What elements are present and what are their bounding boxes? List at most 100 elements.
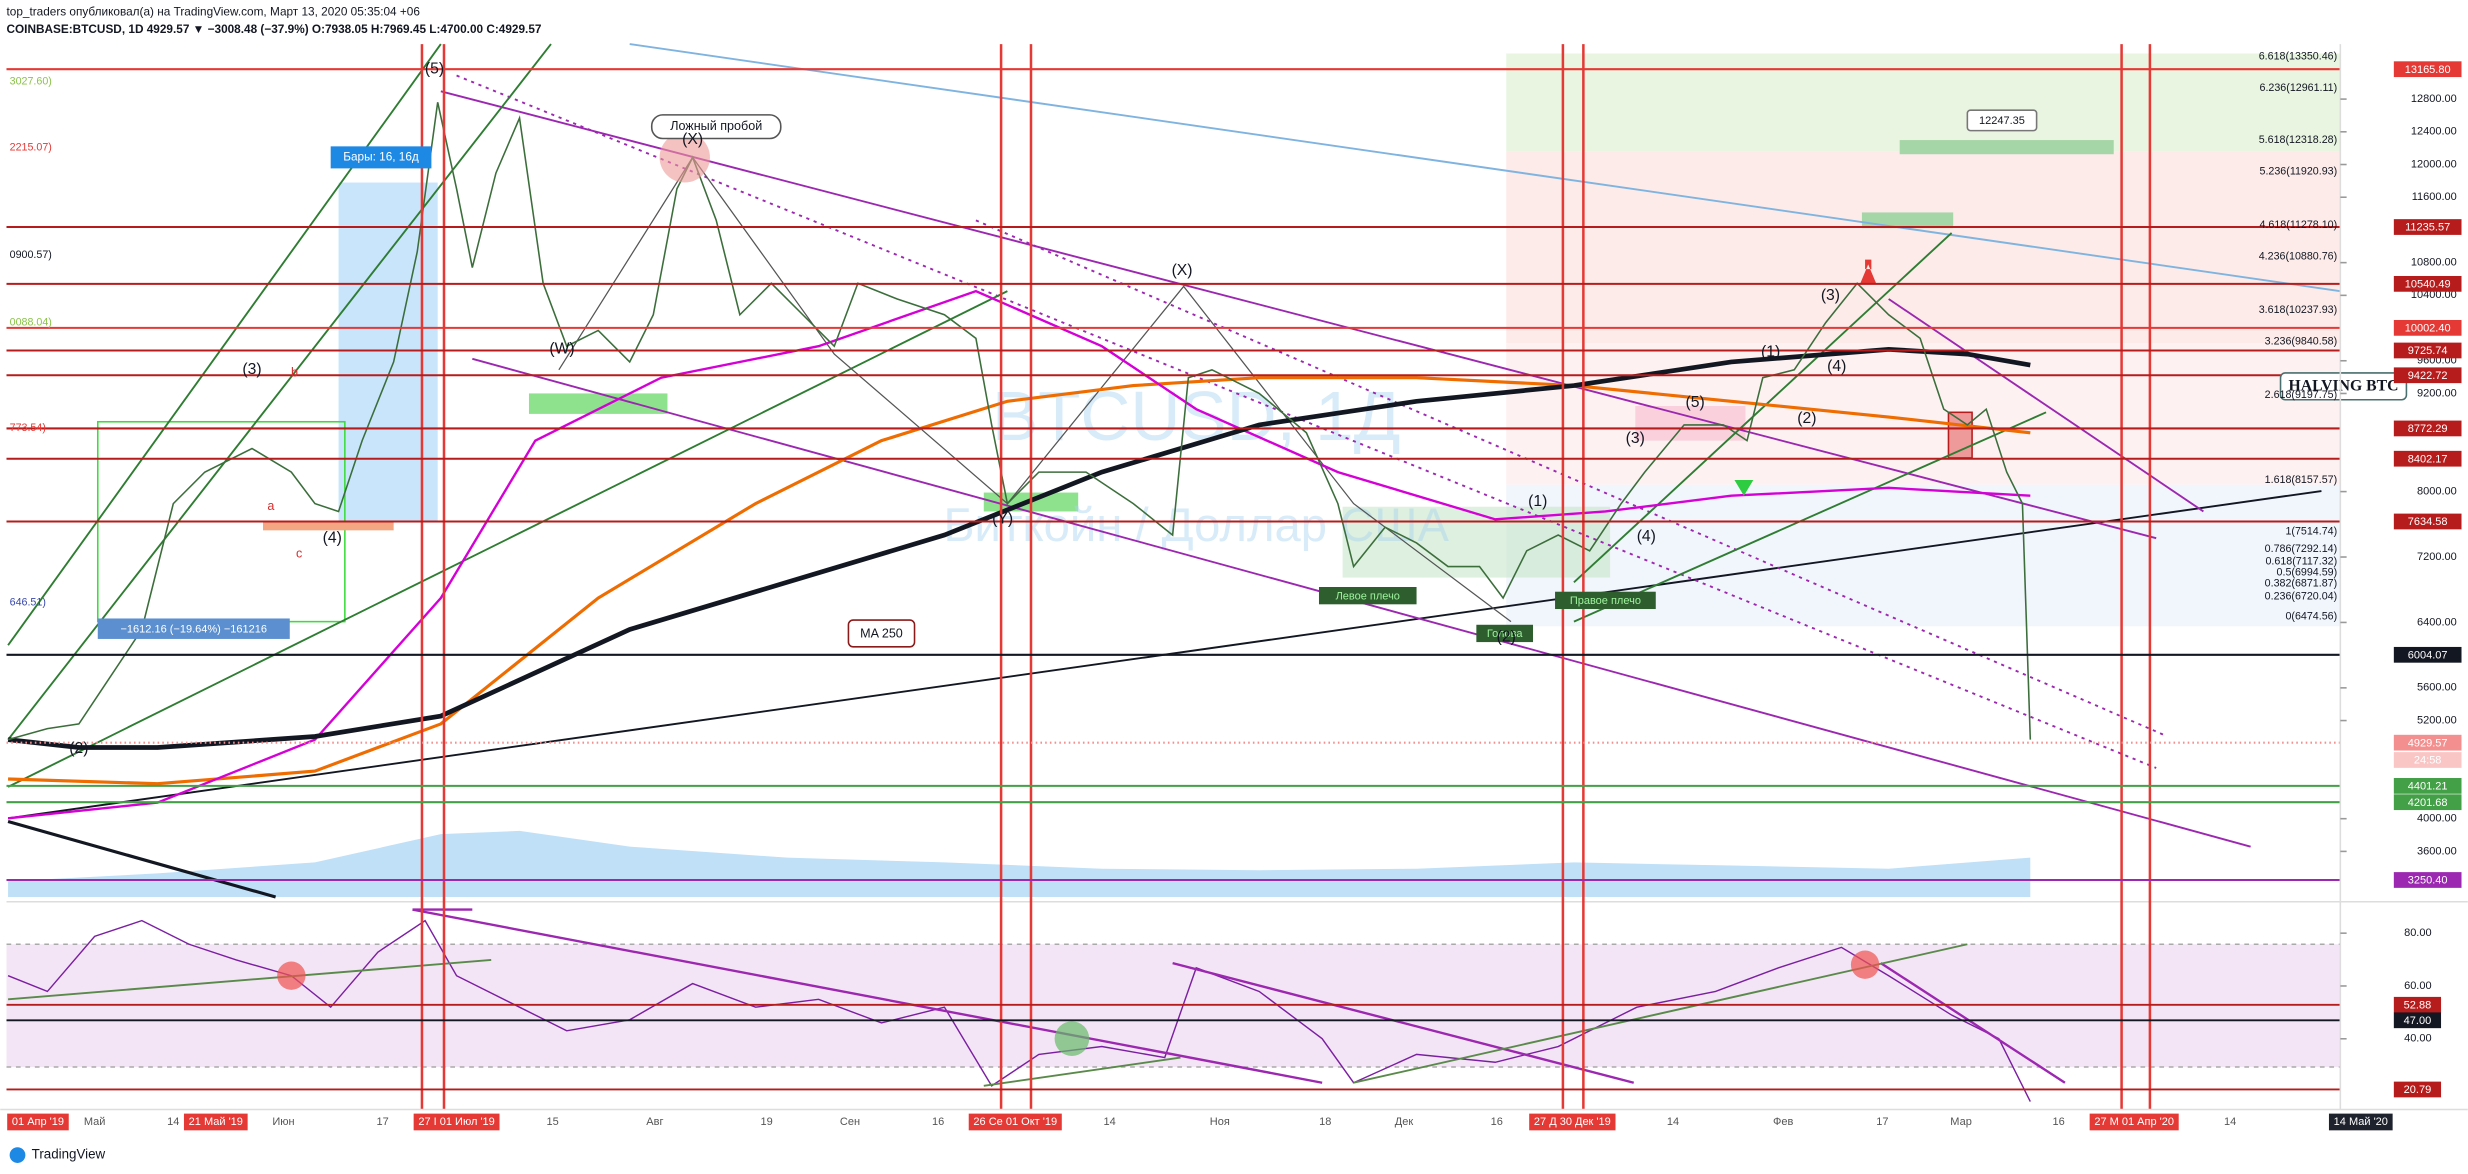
fib-label: 5.236(11920.93) <box>2260 165 2338 177</box>
edge-label: 2215.07) <box>10 142 52 154</box>
fib-label: 6.618(13350.46) <box>2259 50 2337 62</box>
time-label: 14 Май '20 <box>2334 1116 2388 1128</box>
fib-label: 0.236(6720.04) <box>2265 590 2338 602</box>
edge-label: 773.54) <box>10 422 46 434</box>
price-label-box <box>2393 794 2462 811</box>
price-label-box <box>2393 420 2462 437</box>
wave-label: (W) <box>549 341 574 358</box>
watermark-name: Биткойн / Доллар США <box>944 499 1450 552</box>
price-label: 3250.40 <box>2408 875 2448 887</box>
label-box <box>1318 587 1417 605</box>
time-label-box <box>2089 1113 2179 1131</box>
time-label: 18 <box>1319 1116 1331 1128</box>
cycle-lines <box>420 44 2152 1110</box>
time-label: Май <box>84 1116 106 1128</box>
price-tick-label: 5200.00 <box>2417 714 2457 726</box>
target-box <box>1861 212 1954 229</box>
fib-label: 1(7514.74) <box>2285 526 2337 538</box>
trend-line <box>629 43 2341 293</box>
time-label: Мар <box>1950 1116 1972 1128</box>
price-tick-label: 6400.00 <box>2417 616 2457 628</box>
rsi-trend <box>412 908 1323 1084</box>
time-label: 17 <box>1876 1116 1888 1128</box>
wave-label: (2) <box>1497 629 1516 646</box>
price-tick-label: 3600.00 <box>2417 845 2457 857</box>
callout-box <box>650 114 782 140</box>
price-label-box <box>2393 342 2462 359</box>
rsi-label-box <box>2393 1012 2442 1029</box>
time-label: 26 Ce 01 Окт '19 <box>973 1116 1057 1128</box>
edge-label: 0900.57) <box>10 249 52 261</box>
time-label: Авг <box>646 1116 663 1128</box>
price-tick-label: 12400.00 <box>2411 126 2457 138</box>
price-label-box <box>2393 275 2462 292</box>
time-label: 17 <box>376 1116 388 1128</box>
rsi-marker <box>1054 1021 1090 1056</box>
time-label: 16 <box>1491 1116 1503 1128</box>
price-label: 4201.68 <box>2408 797 2448 809</box>
price-label: 8772.29 <box>2408 423 2448 435</box>
fib-label: 0(6474.56) <box>2285 611 2337 623</box>
fib-label: 4.236(10880.76) <box>2259 250 2337 262</box>
fib-label: 0.618(7117.32) <box>2265 556 2337 568</box>
time-label-box <box>413 1113 500 1131</box>
time-label: 14 <box>1667 1116 1679 1128</box>
trend-line <box>7 43 442 646</box>
marker <box>659 132 710 183</box>
price-label-box <box>2393 734 2462 751</box>
fib-label: 3.618(10237.93) <box>2259 304 2337 316</box>
wave-label: (5) <box>425 60 444 77</box>
zone-box <box>528 393 668 414</box>
rsi-trend <box>983 1056 1181 1087</box>
time-label: 27 M 01 Апр '20 <box>2094 1116 2174 1128</box>
wave-label: (X) <box>682 131 703 148</box>
price-tick-label: 11600.00 <box>2412 191 2457 203</box>
wave-label: a <box>267 499 274 513</box>
edge-label: 0088.04) <box>10 316 52 328</box>
countdown-box <box>2393 752 2462 768</box>
price-label: 9725.74 <box>2408 345 2448 357</box>
price-tick-label: 12000.00 <box>2411 158 2457 170</box>
ma250-line <box>7 347 2031 750</box>
callout-box <box>847 619 916 648</box>
callout-text: MA 250 <box>860 627 903 641</box>
logo <box>9 1147 26 1163</box>
countdown: 24:58 <box>2414 755 2442 767</box>
time-label: 19 <box>760 1116 772 1128</box>
time-label: 27 I 01 Июл '19 <box>418 1116 494 1128</box>
rsi-label: 20.79 <box>2404 1084 2432 1096</box>
trend-line <box>7 290 1008 788</box>
fib-label: 0.5(6994.59) <box>2277 567 2338 579</box>
wave-label: c <box>296 546 302 560</box>
time-label: 01 Апр '19 <box>12 1116 64 1128</box>
measure-label-box <box>330 146 432 169</box>
wave-label: (Y) <box>992 510 1013 527</box>
price-label-box <box>2393 513 2462 530</box>
fib-label: 5.618(12318.28) <box>2259 134 2337 146</box>
time-label: Дек <box>1395 1116 1414 1128</box>
wave-label: b <box>291 365 298 379</box>
label-box <box>1476 624 1534 643</box>
time-label: 16 <box>932 1116 944 1128</box>
fib-zone <box>1506 151 2341 344</box>
wave-label: (3) <box>242 361 261 378</box>
target-box <box>1899 140 2114 155</box>
edge-label: 646.51) <box>10 597 46 609</box>
levels <box>6 68 2341 1091</box>
symbol-line: COINBASE:BTCUSD, 1D 4929.57 ▼ −3008.48 (… <box>6 22 541 36</box>
time-label-box <box>968 1113 1062 1131</box>
price-tick-label: 8000.00 <box>2417 486 2457 498</box>
fib-label: 3.236(9840.58) <box>2265 335 2338 347</box>
price-label-box <box>2393 219 2462 235</box>
price-label: 8402.17 <box>2408 453 2448 465</box>
fib-label: 6.236(12961.11) <box>2260 82 2338 94</box>
price-tick-label: 7200.00 <box>2417 551 2457 563</box>
arrow-down <box>1860 259 1877 284</box>
time-axis: 01 Апр '19 Май 14 21 Май '19 Июн 17 27 I… <box>7 1113 2393 1131</box>
time-label: 14 <box>1104 1116 1116 1128</box>
wave-label: (2) <box>1797 410 1816 427</box>
price-label-box <box>2393 367 2462 384</box>
trend-line <box>440 90 2157 540</box>
time-label: Июн <box>272 1116 294 1128</box>
